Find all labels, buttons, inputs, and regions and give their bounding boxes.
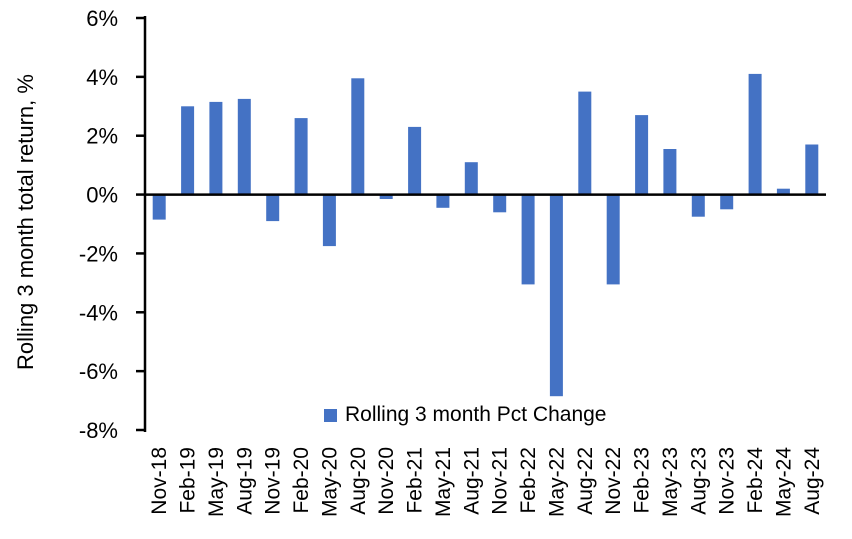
bar-Nov-18	[152, 194, 166, 220]
x-axis-label: Aug-23	[687, 447, 710, 515]
x-axis-label: Feb-24	[744, 447, 767, 514]
x-axis-label: Feb-20	[290, 447, 313, 514]
bar-May-19	[209, 101, 223, 195]
bar-Feb-19	[181, 106, 195, 195]
x-axis-label: Nov-21	[489, 447, 512, 515]
bar-May-24	[776, 188, 790, 195]
x-axis-label: May-22	[545, 447, 568, 517]
bar-May-20	[322, 194, 336, 247]
bar-Aug-22	[578, 91, 592, 195]
y-tick-label: 6%	[86, 6, 118, 31]
bar-Feb-22	[521, 194, 535, 285]
legend-label: Rolling 3 month Pct Change	[345, 403, 607, 426]
x-axis-label: Nov-18	[148, 447, 171, 515]
x-axis-label: May-21	[432, 447, 455, 517]
x-axis-label: Nov-22	[602, 447, 625, 515]
bar-Aug-19	[237, 98, 251, 195]
x-axis-label: Aug-19	[233, 447, 256, 515]
legend: Rolling 3 month Pct Change	[324, 403, 607, 427]
bar-May-23	[663, 149, 677, 195]
bar-Feb-24	[748, 73, 762, 195]
bar-Feb-20	[294, 118, 308, 195]
bar-May-22	[549, 194, 563, 397]
bar-Aug-23	[691, 194, 705, 217]
x-axis-label: Aug-22	[574, 447, 597, 515]
bar-Aug-21	[464, 162, 478, 195]
x-axis-label: Aug-24	[801, 447, 824, 515]
x-axis-label: Aug-20	[347, 447, 370, 515]
y-tick-label: 4%	[86, 65, 118, 90]
y-tick-label: -4%	[79, 300, 118, 325]
y-tick-label: -6%	[79, 359, 118, 384]
legend-swatch-icon	[324, 408, 337, 422]
y-tick-label: -2%	[79, 241, 118, 266]
x-axis-label: Feb-21	[404, 447, 427, 514]
x-axis-label: May-19	[205, 447, 228, 517]
y-tick-label: -8%	[79, 418, 118, 443]
bar-Feb-23	[635, 115, 649, 195]
bar-Aug-24	[805, 144, 819, 195]
y-tick-label: 0%	[86, 183, 118, 208]
x-axis-label: Nov-19	[262, 447, 285, 515]
x-axis-label: May-20	[318, 447, 341, 517]
x-axis-label: Aug-21	[460, 447, 483, 515]
x-axis-label: May-24	[772, 447, 795, 517]
bar-Nov-23	[720, 194, 734, 210]
bar-Feb-21	[408, 126, 422, 195]
bar-Nov-19	[266, 194, 280, 222]
x-axis-label: May-23	[659, 447, 682, 517]
x-axis-label: Nov-20	[375, 447, 398, 515]
x-axis-label: Feb-19	[177, 447, 200, 514]
bar-Nov-20	[379, 194, 393, 199]
x-axis-label: Feb-23	[631, 447, 654, 514]
bar-Nov-22	[606, 194, 620, 285]
y-tick-label: 2%	[86, 124, 118, 149]
x-axis-label: Nov-23	[716, 447, 739, 515]
bar-Nov-21	[493, 194, 507, 213]
bar-Aug-20	[351, 78, 365, 195]
bar-May-21	[436, 194, 450, 208]
x-axis-label: Feb-22	[517, 447, 540, 514]
